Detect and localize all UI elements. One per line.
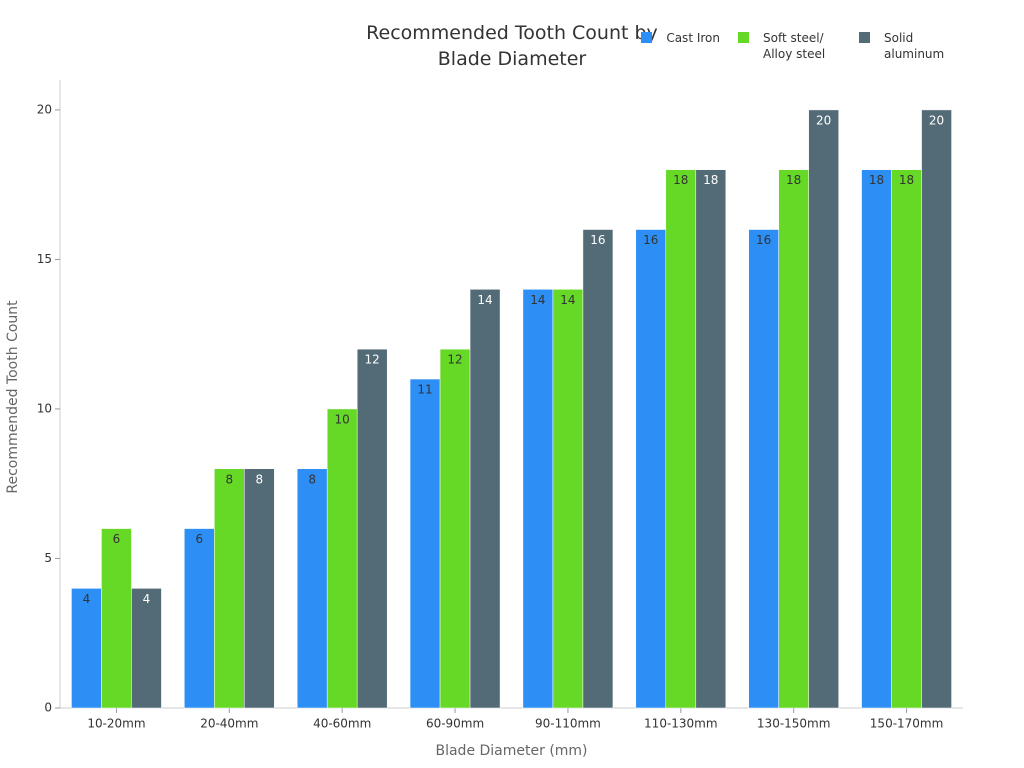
- x-tick-label: 40-60mm: [313, 717, 371, 731]
- data-label: 14: [530, 293, 545, 307]
- y-axis-label: Recommended Tooth Count: [5, 300, 21, 494]
- bar: [665, 169, 697, 709]
- data-label: 8: [308, 472, 316, 486]
- data-label: 8: [225, 472, 233, 486]
- bar: [582, 229, 614, 709]
- bar: [184, 528, 215, 709]
- bar: [326, 408, 358, 709]
- bar: [469, 289, 501, 709]
- data-label: 18: [869, 173, 884, 187]
- y-tick-label: 15: [37, 252, 52, 266]
- chart-title: Recommended Tooth Count by Blade Diamete…: [366, 22, 658, 70]
- data-label: 18: [899, 173, 914, 187]
- x-axis-label: Blade Diameter (mm): [435, 743, 587, 759]
- bar: [861, 169, 892, 709]
- legend-item: Solid aluminum: [859, 30, 962, 62]
- data-label: 16: [756, 233, 771, 247]
- legend-item: Cast Iron: [641, 30, 720, 62]
- bar: [635, 229, 667, 709]
- data-label: 20: [816, 113, 831, 127]
- bar: [439, 348, 471, 709]
- data-label: 10: [335, 412, 350, 426]
- bar: [244, 468, 275, 709]
- data-label: 20: [929, 113, 944, 127]
- bar: [71, 588, 102, 709]
- data-label: 12: [365, 353, 380, 367]
- bar: [891, 169, 922, 709]
- legend-swatch: [859, 32, 870, 43]
- data-label: 6: [195, 532, 203, 546]
- data-label: 16: [590, 233, 605, 247]
- data-label: 18: [703, 173, 718, 187]
- legend: Cast Iron Soft steel/ Alloy steel Solid al…: [641, 30, 962, 62]
- legend-item: Soft steel/ Alloy steel: [738, 30, 841, 62]
- bar: [778, 169, 809, 709]
- legend-swatch: [641, 32, 653, 43]
- bar: [552, 289, 584, 709]
- legend-label: Cast Iron: [666, 31, 720, 45]
- y-tick-label: 5: [44, 551, 52, 565]
- x-tick-label: 130-150mm: [757, 717, 831, 731]
- data-label: 14: [477, 293, 492, 307]
- x-tick-label: 90-110mm: [535, 717, 601, 731]
- bar: [748, 229, 779, 709]
- x-tick-label: 110-130mm: [644, 717, 718, 731]
- data-label: 18: [673, 173, 688, 187]
- bar: [695, 169, 727, 709]
- y-tick-label: 10: [37, 401, 52, 415]
- legend-label: Solid aluminum: [884, 31, 945, 61]
- bar: [921, 109, 952, 709]
- x-tick-label: 150-170mm: [870, 717, 944, 731]
- bar: [356, 348, 388, 709]
- data-label: 12: [447, 353, 462, 367]
- legend-label: Soft steel/ Alloy steel: [763, 31, 826, 61]
- data-label: 16: [643, 233, 658, 247]
- bar: [101, 528, 132, 709]
- data-label: 14: [560, 293, 575, 307]
- data-label: 4: [143, 592, 151, 606]
- x-tick-label: 20-40mm: [200, 717, 258, 731]
- bar: [131, 588, 162, 709]
- bar: [808, 109, 839, 709]
- data-label: 8: [255, 472, 263, 486]
- legend-swatch: [738, 32, 749, 43]
- y-tick-label: 20: [37, 102, 52, 116]
- bar: [409, 378, 441, 709]
- bar: [296, 468, 328, 709]
- data-label: 11: [417, 383, 432, 397]
- data-label: 4: [83, 592, 91, 606]
- data-label: 6: [113, 532, 121, 546]
- bar: [522, 289, 554, 709]
- x-tick-label: 60-90mm: [426, 717, 484, 731]
- data-label: 18: [786, 173, 801, 187]
- y-tick-label: 0: [44, 701, 52, 715]
- bar: [214, 468, 245, 709]
- x-tick-label: 10-20mm: [87, 717, 145, 731]
